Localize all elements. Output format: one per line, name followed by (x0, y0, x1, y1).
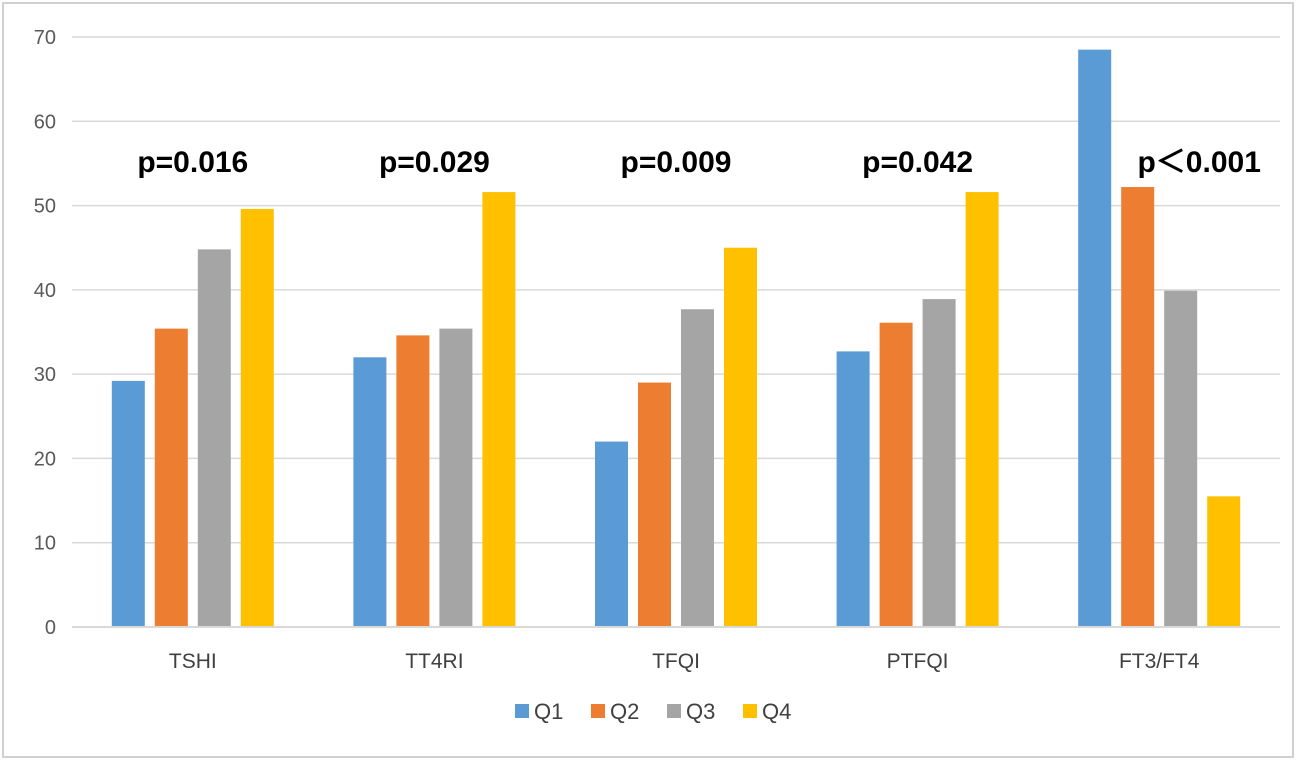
bar-q1 (595, 441, 628, 627)
legend-swatch-q1 (515, 704, 529, 718)
y-tick-label: 40 (34, 280, 56, 302)
x-tick-label: TFQI (652, 650, 700, 673)
legend-label: Q2 (610, 699, 639, 724)
legend-label: Q3 (686, 699, 715, 724)
bars (111, 49, 1241, 628)
legend-swatch-q3 (667, 704, 681, 718)
p-value-annotations: p=0.016 p=0.029 p=0.009 p=0.042 p＜0.001 (137, 146, 1261, 179)
legend: Q1 Q2 Q3 Q4 (515, 699, 791, 724)
p-value-label: p＜0.001 (1137, 146, 1260, 179)
p-value-label: p=0.016 (137, 146, 248, 179)
bar-q3 (439, 328, 473, 627)
bar-q1 (1078, 49, 1112, 627)
legend-swatch-q4 (743, 704, 757, 718)
bar-q2 (154, 328, 188, 627)
bar-q4 (240, 208, 274, 627)
bar-q2 (879, 322, 913, 627)
bar-q4 (724, 247, 757, 627)
bar-q1 (836, 351, 870, 627)
p-value-label: p=0.029 (379, 146, 490, 179)
legend-label: Q4 (762, 699, 791, 724)
bar-q4 (965, 192, 999, 628)
bar-q2 (1121, 187, 1155, 627)
bar-q3 (922, 299, 956, 627)
x-tick-label: PTFQI (887, 650, 949, 673)
y-tick-label: 30 (34, 364, 56, 386)
legend-swatch-q2 (591, 704, 605, 718)
bar-q1 (353, 357, 387, 627)
bar-q2 (396, 335, 430, 627)
bar-q3 (197, 249, 231, 627)
bar-q4 (482, 192, 516, 628)
y-axis-ticks: 0 10 20 30 40 50 60 70 (34, 27, 56, 639)
x-tick-label: TT4RI (405, 650, 463, 673)
y-tick-label: 60 (34, 111, 56, 133)
bar-q4 (1207, 496, 1241, 627)
y-tick-label: 70 (34, 27, 56, 49)
bar-q2 (638, 382, 671, 627)
y-tick-label: 0 (45, 617, 56, 639)
x-tick-label: TSHI (169, 650, 217, 673)
x-axis-labels: TSHI TT4RI TFQI PTFQI FT3/FT4 (169, 650, 1200, 673)
y-tick-label: 20 (34, 448, 56, 470)
bar-q1 (111, 380, 145, 627)
y-tick-label: 50 (34, 196, 56, 218)
legend-label: Q1 (534, 699, 563, 724)
x-tick-label: FT3/FT4 (1119, 650, 1200, 673)
bar-q3 (1164, 290, 1198, 627)
y-tick-label: 10 (34, 533, 56, 555)
p-value-label: p=0.042 (862, 146, 973, 179)
p-value-label: p=0.009 (621, 146, 732, 179)
bar-q3 (681, 309, 714, 627)
